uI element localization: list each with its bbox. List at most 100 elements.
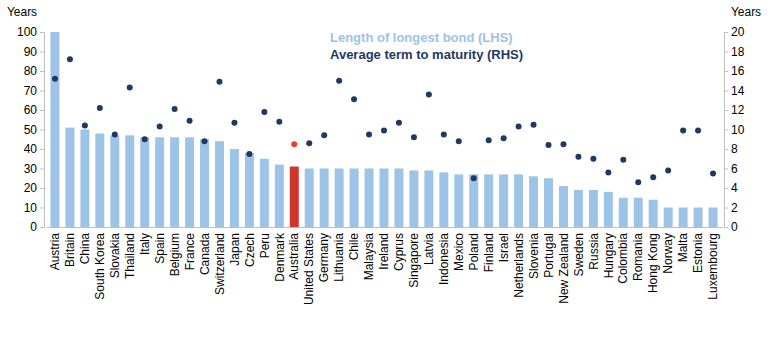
tick-label: France bbox=[183, 233, 197, 271]
bar bbox=[679, 208, 688, 228]
bar bbox=[514, 174, 523, 227]
tick-label: Denmark bbox=[273, 232, 287, 282]
tick: Portugal bbox=[542, 227, 556, 278]
tick-label: Hungary bbox=[602, 233, 616, 278]
tick-label: Ireland bbox=[377, 233, 391, 270]
bar bbox=[709, 208, 718, 228]
dot bbox=[306, 140, 312, 146]
tick-mark bbox=[724, 91, 728, 92]
bar bbox=[230, 149, 239, 227]
bar bbox=[454, 174, 463, 227]
tick: Hong Kong bbox=[646, 227, 660, 293]
bar bbox=[245, 153, 254, 227]
tick: 30 bbox=[24, 162, 44, 176]
tick: Germany bbox=[317, 227, 331, 282]
tick-label: Luxembourg bbox=[706, 233, 720, 300]
bar bbox=[80, 130, 89, 228]
tick: 80 bbox=[24, 64, 44, 78]
tick: 12 bbox=[724, 103, 745, 117]
bar-series bbox=[50, 32, 717, 227]
tick: 40 bbox=[24, 142, 44, 156]
bar bbox=[305, 169, 314, 228]
tick: Poland bbox=[467, 227, 481, 270]
tick: Britain bbox=[63, 227, 77, 267]
tick-mark bbox=[724, 71, 728, 72]
tick: Spain bbox=[153, 227, 167, 264]
bar bbox=[529, 176, 538, 227]
tick: Ireland bbox=[377, 227, 391, 270]
dot bbox=[381, 127, 387, 133]
tick-mark bbox=[724, 149, 728, 150]
tick: 6 bbox=[724, 162, 738, 176]
bar bbox=[664, 208, 673, 228]
tick: Mexico bbox=[452, 227, 466, 271]
dot bbox=[396, 120, 402, 126]
bar bbox=[604, 192, 613, 227]
tick-mark bbox=[40, 130, 44, 131]
tick: Netherlands bbox=[512, 227, 526, 298]
tick-label: Canada bbox=[198, 233, 212, 275]
dot bbox=[142, 136, 148, 142]
bar bbox=[619, 198, 628, 227]
tick: Thailand bbox=[123, 227, 137, 279]
dot bbox=[112, 131, 118, 137]
tick-label: 40 bbox=[24, 142, 38, 156]
axis-line bbox=[40, 33, 45, 228]
dot bbox=[441, 131, 447, 137]
tick: 20 bbox=[724, 25, 745, 39]
tick: New Zealand bbox=[557, 227, 571, 304]
bar bbox=[365, 169, 374, 228]
tick-label: Spain bbox=[153, 233, 167, 264]
tick-label: 20 bbox=[24, 181, 38, 195]
bar bbox=[200, 139, 209, 227]
tick-label: 100 bbox=[17, 25, 37, 39]
dot bbox=[456, 138, 462, 144]
tick-mark bbox=[40, 71, 44, 72]
bar bbox=[290, 167, 299, 227]
y-axis: 0102030405060708090100 bbox=[17, 25, 45, 234]
tick-mark bbox=[40, 32, 44, 33]
bar bbox=[50, 32, 59, 227]
tick: 50 bbox=[24, 123, 44, 137]
tick-mark bbox=[724, 130, 728, 131]
tick: Israel bbox=[497, 227, 511, 262]
bar bbox=[140, 137, 149, 227]
dot bbox=[291, 141, 297, 147]
tick-label: 90 bbox=[24, 45, 38, 59]
dot bbox=[620, 157, 626, 163]
bar bbox=[65, 128, 74, 227]
tick-label: Estonia bbox=[691, 233, 705, 273]
dot bbox=[590, 156, 596, 162]
dot bbox=[516, 124, 522, 130]
tick: 0 bbox=[30, 220, 44, 234]
tick-mark bbox=[724, 110, 728, 111]
tick-label: Sweden bbox=[572, 233, 586, 276]
dot bbox=[665, 167, 671, 173]
dot bbox=[157, 124, 163, 130]
dot bbox=[351, 96, 357, 102]
tick: Slovakia bbox=[108, 227, 122, 278]
dot bbox=[501, 135, 507, 141]
tick: Italy bbox=[138, 227, 152, 255]
dot-series bbox=[52, 56, 716, 185]
bar bbox=[185, 137, 194, 227]
tick: Japan bbox=[228, 227, 242, 266]
tick-label: 0 bbox=[30, 220, 37, 234]
tick: 4 bbox=[724, 181, 738, 195]
bar bbox=[260, 159, 269, 227]
bar bbox=[484, 174, 493, 227]
tick: Belgium bbox=[168, 227, 182, 276]
x-axis: AustriaBritainChinaSouth KoreaSlovakiaTh… bbox=[47, 227, 723, 305]
tick: Hungary bbox=[602, 227, 616, 278]
tick-label: Slovakia bbox=[108, 233, 122, 279]
bar bbox=[110, 135, 119, 227]
bar bbox=[95, 133, 104, 227]
tick-label: Austria bbox=[48, 233, 62, 271]
axis-line bbox=[47, 227, 723, 228]
bar bbox=[320, 169, 329, 228]
tick-label: Netherlands bbox=[512, 233, 526, 298]
tick: 10 bbox=[24, 201, 44, 215]
bar bbox=[409, 170, 418, 227]
tick-label: Indonesia bbox=[437, 233, 451, 285]
tick-label: China bbox=[78, 233, 92, 265]
